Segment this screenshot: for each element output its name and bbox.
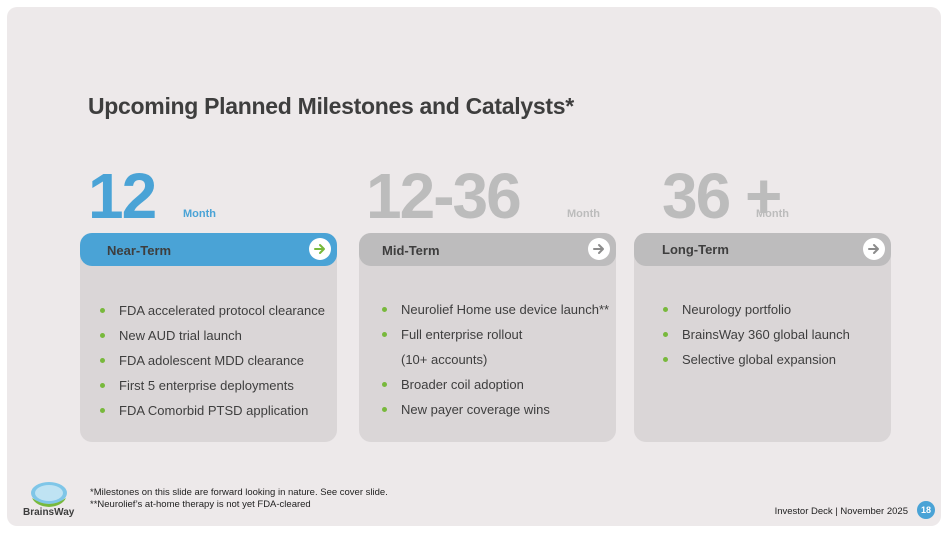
- bullet-icon: [100, 408, 105, 413]
- mid-term-unit: Month: [567, 208, 600, 220]
- mid-term-header[interactable]: Mid-Term: [359, 233, 616, 266]
- list-item: FDA adolescent MDD clearance: [100, 353, 325, 378]
- bullet-icon: [382, 332, 387, 337]
- list-item: New AUD trial launch: [100, 328, 325, 353]
- near-term-header[interactable]: Near-Term: [80, 233, 337, 266]
- near-term-card: Near-Term FDA accelerated protocol clear…: [80, 233, 337, 442]
- list-item: Broader coil adoption: [382, 377, 609, 402]
- near-term-number: 12: [88, 160, 157, 232]
- arrow-right-icon[interactable]: [588, 238, 610, 260]
- mid-term-number: 12-36: [366, 160, 522, 232]
- long-term-number: 36 +: [662, 160, 782, 232]
- arrow-right-icon[interactable]: [309, 238, 331, 260]
- list-item: FDA Comorbid PTSD application: [100, 403, 325, 428]
- page-number: 18: [917, 501, 935, 519]
- long-term-header[interactable]: Long-Term: [634, 233, 891, 266]
- bullet-icon: [382, 307, 387, 312]
- bullet-icon: [382, 382, 387, 387]
- list-item: New payer coverage wins: [382, 402, 609, 427]
- arrow-right-icon[interactable]: [863, 238, 885, 260]
- near-term-label: Near-Term: [107, 243, 172, 258]
- list-item: (10+ accounts): [401, 352, 488, 367]
- near-term-unit: Month: [183, 208, 216, 220]
- long-term-list: Neurology portfolio BrainsWay 360 global…: [663, 302, 850, 377]
- bullet-icon: [663, 357, 668, 362]
- near-term-list: FDA accelerated protocol clearance New A…: [100, 303, 325, 428]
- list-item: Neurolief Home use device launch**: [382, 302, 609, 327]
- mid-term-card: Mid-Term Neurolief Home use device launc…: [359, 233, 616, 442]
- mid-term-list: Neurolief Home use device launch** Full …: [382, 302, 609, 427]
- bullet-icon: [382, 407, 387, 412]
- bullet-icon: [663, 332, 668, 337]
- long-term-label: Long-Term: [662, 242, 729, 257]
- list-item: FDA accelerated protocol clearance: [100, 303, 325, 328]
- list-item: BrainsWay 360 global launch: [663, 327, 850, 352]
- mid-term-label: Mid-Term: [382, 243, 440, 258]
- list-item: Neurology portfolio: [663, 302, 850, 327]
- bullet-icon: [100, 383, 105, 388]
- logo-text: BrainsWay: [23, 507, 75, 518]
- long-term-unit: Month: [756, 208, 789, 220]
- bullet-icon: [663, 307, 668, 312]
- list-item: Selective global expansion: [663, 352, 850, 377]
- deck-label: Investor Deck | November 2025: [774, 506, 908, 517]
- list-item: First 5 enterprise deployments: [100, 378, 325, 403]
- list-item: Full enterprise rollout: [382, 327, 609, 352]
- slide-title: Upcoming Planned Milestones and Catalyst…: [88, 93, 574, 119]
- bullet-icon: [100, 333, 105, 338]
- brainsway-logo-icon: [31, 482, 67, 507]
- bullet-icon: [100, 358, 105, 363]
- footnote-2: **Neurolief’s at-home therapy is not yet…: [90, 499, 311, 510]
- long-term-card: Long-Term Neurology portfolio BrainsWay …: [634, 233, 891, 442]
- bullet-icon: [100, 308, 105, 313]
- footnote-1: *Milestones on this slide are forward lo…: [90, 487, 388, 498]
